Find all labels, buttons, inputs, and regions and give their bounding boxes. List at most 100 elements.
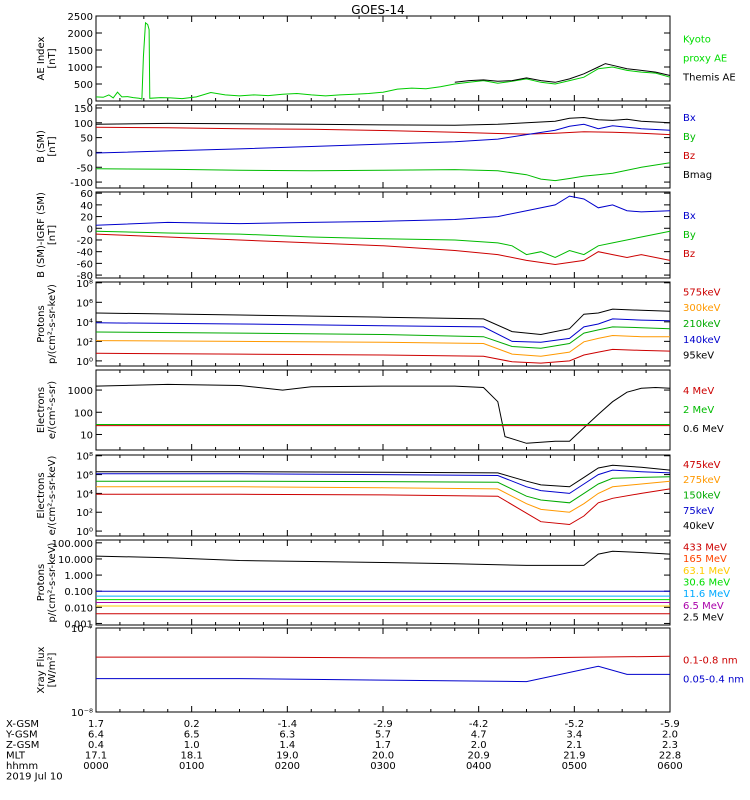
- series-line-7-1: [96, 665, 670, 683]
- series-line-5-3: [96, 480, 671, 513]
- footer-value: 6.5: [184, 730, 200, 741]
- panel-7: 10⁻⁸ 10⁻⁷ Xray Flux [W/m²] 0.1-0.8 nm 0.05-0.…: [36, 624, 744, 719]
- y-tick-label: 1.000: [64, 571, 93, 582]
- series-line-1-0: [95, 116, 671, 126]
- y-tick-label: 100: [74, 119, 93, 130]
- footer-value: 0200: [275, 761, 300, 772]
- footer-value: 0100: [179, 761, 204, 772]
- footer-value: 0.4: [88, 740, 104, 751]
- y-tick-label: 0: [87, 148, 93, 159]
- footer-row-label: MLT: [6, 751, 26, 762]
- y-tick-label: 10⁶: [76, 298, 93, 309]
- footer-value: 0500: [562, 761, 587, 772]
- footer-value: 0000: [83, 761, 108, 772]
- footer-value: 6.3: [279, 730, 295, 741]
- y-tick-label: -40: [77, 248, 93, 259]
- legend-entry: 40keV: [683, 521, 714, 532]
- series-line-0-1: [454, 63, 671, 83]
- y-axis-label: p/(cm²-s-sr-keV): [47, 284, 58, 364]
- footer-value: -4.2: [469, 719, 489, 730]
- footer-value: 5.7: [375, 730, 391, 741]
- y-tick-label: 1500: [68, 46, 93, 57]
- footer-value: 6.4: [88, 730, 104, 741]
- footer-value: 20.9: [468, 751, 490, 762]
- y-tick-label: 10.000: [58, 555, 93, 566]
- y-tick-label: -20: [77, 236, 93, 247]
- y-tick-label: 10⁸: [76, 279, 93, 290]
- series-line-3-2: [95, 326, 671, 349]
- legend-entry: Bx: [683, 113, 696, 124]
- footer-row-label: Z-GSM: [6, 740, 39, 751]
- footer-value: 20.0: [372, 751, 394, 762]
- y-tick-label: -100: [70, 178, 93, 189]
- footer-value: -5.9: [660, 719, 680, 730]
- footer-value: 2.0: [471, 740, 487, 751]
- y-tick-label: 150: [74, 104, 93, 115]
- y-tick-label: 0: [87, 97, 93, 108]
- series-line-3-3: [95, 334, 670, 357]
- y-tick-label: 10⁶: [76, 471, 93, 482]
- y-tick-label: 10²: [76, 337, 93, 348]
- footer-row-label: Y-GSM: [5, 730, 38, 741]
- y-tick-label: 10²: [76, 508, 93, 519]
- footer-value: 4.7: [471, 730, 487, 741]
- y-axis-label: [nT]: [47, 48, 58, 68]
- series-line-5-2: [96, 476, 671, 504]
- panel-6: 0.001 0.010 0.100 1.000 10.000 100.000 Protons…: [36, 539, 730, 631]
- legend-entry: Themis AE: [682, 73, 736, 84]
- series-line-2-1: [95, 230, 671, 259]
- y-axis-label: AE Index: [36, 36, 47, 80]
- legend-entry: 11.6 MeV: [683, 589, 730, 600]
- legend-entry: Bz: [683, 151, 695, 162]
- legend-entry: 2.5 MeV: [683, 612, 724, 623]
- footer-value: 2.3: [662, 740, 678, 751]
- footer-value: -5.2: [565, 719, 585, 730]
- footer-value: 2.1: [566, 740, 582, 751]
- footer-layer: X-GSM 1.7 0.2 -1.4 -2.9 -4.2 -5.2 -5.9 Y-GSM 6.4 6…: [5, 719, 683, 783]
- series-line-4-0: [95, 383, 671, 444]
- series-line-2-0: [95, 195, 671, 226]
- series-line-6-0: [95, 550, 671, 566]
- y-tick-label: 2000: [68, 29, 93, 40]
- chart-title: GOES-14: [351, 3, 405, 17]
- legend-entry: 4 MeV: [683, 386, 714, 397]
- footer-row-label: X-GSM: [6, 719, 39, 730]
- y-axis-label: Protons: [36, 305, 47, 342]
- legend-entry: Kyoto: [683, 35, 711, 46]
- footer-value: 1.4: [279, 740, 295, 751]
- legend-entry: 75keV: [683, 506, 714, 517]
- series-line-5-4: [96, 488, 671, 526]
- y-axis-label: p/(cm²-s-sr-keV): [47, 542, 58, 622]
- y-tick-label: 10⁻⁸: [71, 708, 93, 719]
- y-axis-label: B (SM): [36, 130, 47, 163]
- y-axis-label: B (SM)-IGRF (SM): [36, 192, 47, 278]
- y-tick-label: 0.010: [64, 603, 93, 614]
- legend-entry: Bz: [683, 249, 695, 260]
- y-tick-label: 10: [80, 430, 93, 441]
- y-tick-label: 0.100: [64, 587, 93, 598]
- footer-value: 0600: [657, 761, 682, 772]
- legend-entry: 575keV: [683, 287, 721, 298]
- footer-value: 22.8: [659, 751, 681, 762]
- y-axis-label: Electrons: [36, 387, 47, 433]
- legend-entry: 165 MeV: [683, 554, 727, 565]
- legend-entry: 140keV: [683, 335, 721, 346]
- y-tick-label: 0: [87, 224, 93, 235]
- footer-value: 2.0: [662, 730, 678, 741]
- y-axis-label: Protons: [36, 564, 47, 601]
- legend-entry: By: [683, 132, 696, 143]
- y-tick-label: 500: [74, 80, 93, 91]
- y-tick-label: 10⁴: [76, 318, 93, 329]
- y-tick-label: -60: [77, 259, 93, 270]
- y-axis-label: e/(cm²-s-sr-keV): [47, 456, 58, 536]
- y-tick-label: 10⁻⁷: [71, 624, 93, 635]
- footer-value: 1.7: [88, 719, 104, 730]
- legend-entry: 275keV: [683, 475, 721, 486]
- legend-entry: 6.5 MeV: [683, 601, 724, 612]
- series-line-3-1: [95, 318, 671, 343]
- legend-entry: 30.6 MeV: [683, 578, 730, 589]
- y-tick-label: 1000: [68, 386, 93, 397]
- series-line-0-0: [95, 21, 671, 100]
